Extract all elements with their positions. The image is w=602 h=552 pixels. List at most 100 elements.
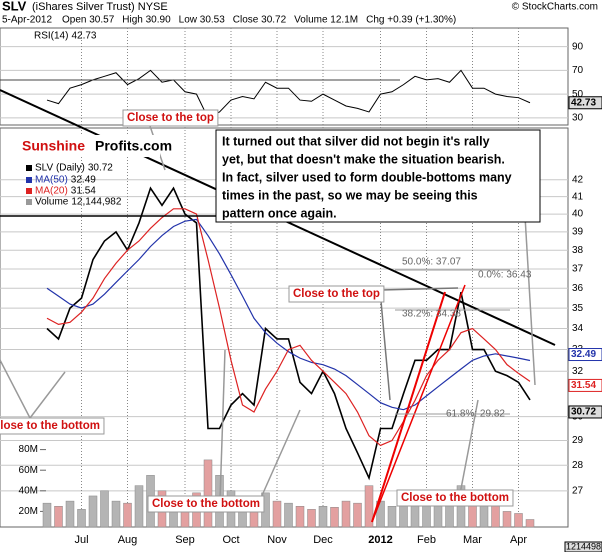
volume-bar (491, 506, 500, 528)
annotation: Close to the bottom (0, 420, 100, 432)
chart-subtitle: (iShares Silver Trust) NYSE (32, 1, 168, 13)
x-tick-label: Oct (222, 534, 239, 546)
y-tick-label: 40 (572, 209, 584, 220)
y-tick-label: 29 (572, 435, 584, 446)
value-badge-label: 42.73 (571, 97, 596, 108)
pointer (379, 287, 459, 291)
legend-name: Volume (35, 197, 69, 208)
value-badge (564, 541, 602, 552)
volume-bar (88, 495, 98, 528)
commentary-line: yet, but that doesn't make the situation… (222, 152, 505, 166)
volume-bar (65, 500, 75, 528)
volume-bar (341, 500, 351, 528)
volume-bar (364, 485, 374, 528)
trend-line (371, 284, 466, 523)
x-tick-label: Jul (74, 534, 88, 546)
volume-bar (295, 506, 305, 528)
legend-swatch (26, 188, 32, 194)
quote-field: Close 30.72 (233, 15, 287, 26)
commentary-box (215, 129, 541, 223)
value-badge (568, 378, 602, 392)
annotation-box (147, 495, 265, 513)
annotation: Close to the top (127, 112, 214, 124)
rsi-panel (0, 27, 569, 126)
chart-title: SLV (2, 0, 27, 13)
fib-label: 38.2%: 34.38 (402, 309, 461, 320)
pointer (379, 289, 391, 401)
pointer (259, 409, 301, 501)
annotation-box (288, 285, 385, 303)
volume-bar (525, 519, 535, 528)
volume-tick-label: 40M (19, 485, 38, 496)
volume-bar (353, 502, 362, 528)
fib-label: 50.0%: 37.07 (402, 257, 461, 268)
x-tick-label: Nov (267, 534, 287, 546)
legend-value: 32.49 (71, 175, 96, 186)
fib-label: 61.8%: 29.82 (446, 409, 505, 420)
date: 5-Apr-2012 (2, 15, 52, 26)
x-tick-label: Feb (417, 534, 436, 546)
rsi-tick-label: 70 (572, 65, 584, 76)
annotation: Close to the bottom (152, 498, 260, 510)
volume-bar (422, 502, 431, 528)
y-tick-label: 27 (572, 486, 584, 497)
volume-bar (42, 502, 52, 528)
annotation-box (122, 109, 219, 127)
commentary-line: In fact, silver used to form double-bott… (222, 170, 512, 184)
y-tick-label: 39 (572, 227, 584, 238)
volume-tick-label: 80M (19, 444, 38, 455)
volume-bar (284, 502, 293, 528)
volume-bar (134, 485, 144, 528)
logo: Profits.com (95, 138, 172, 154)
fib-label: 0.0%: 36.43 (478, 270, 532, 281)
quote-field: Low 30.53 (179, 15, 226, 26)
y-tick-label: 28 (572, 460, 584, 471)
volume-bar (54, 506, 63, 528)
y-tick-label: 37 (572, 264, 584, 275)
volume-bar (502, 511, 512, 528)
series-line (46, 208, 531, 447)
annotation-box (396, 489, 514, 507)
volume-bar (318, 506, 328, 528)
legend-value: 31.54 (71, 186, 96, 197)
x-tick-label: 2012 (368, 534, 392, 546)
quote-field: Volume 12.1M (294, 15, 358, 26)
annotation-box (0, 417, 105, 435)
volume-tick-label: 20M (19, 506, 38, 517)
x-tick-label: Dec (313, 534, 333, 546)
logo-bg (20, 135, 160, 157)
volume-bar (123, 502, 132, 528)
pointer (0, 359, 31, 419)
price-panel (0, 127, 569, 528)
legend-value: 12,144,982 (71, 197, 121, 208)
pointer (524, 215, 536, 386)
quote-field: Open 30.57 (62, 15, 115, 26)
y-tick-label: 36 (572, 283, 584, 294)
pointer (29, 371, 66, 419)
value-badge (568, 348, 602, 362)
legend-name: MA(50) (35, 175, 68, 186)
y-tick-label: 34 (572, 323, 584, 334)
value-badge-label: 12144982 (566, 541, 602, 551)
x-tick-label: Apr (510, 534, 527, 546)
pointer (459, 399, 479, 495)
value-badge-label: 32.49 (571, 349, 596, 360)
volume-bar (307, 509, 316, 528)
rsi-value: 42.73 (71, 31, 96, 42)
rsi-tick-label: 50 (572, 89, 584, 100)
volume-bar (77, 509, 86, 528)
value-badge (568, 96, 602, 110)
commentary: It turned out that silver did not begin … (222, 134, 512, 220)
legend-value: 30.72 (88, 163, 113, 174)
x-tick-label: Sep (175, 534, 195, 546)
source: © StockCharts.com (512, 2, 598, 13)
legend-swatch (26, 177, 32, 183)
volume-bar (387, 506, 397, 528)
legend-name: SLV (Daily) (35, 163, 85, 174)
volume-bar (330, 507, 339, 528)
quote: Open 30.57 High 30.90 Low 30.53 Close 30.72… (62, 15, 456, 26)
annotation: Close to the bottom (401, 492, 509, 504)
value-badge-label: 30.72 (571, 407, 596, 418)
